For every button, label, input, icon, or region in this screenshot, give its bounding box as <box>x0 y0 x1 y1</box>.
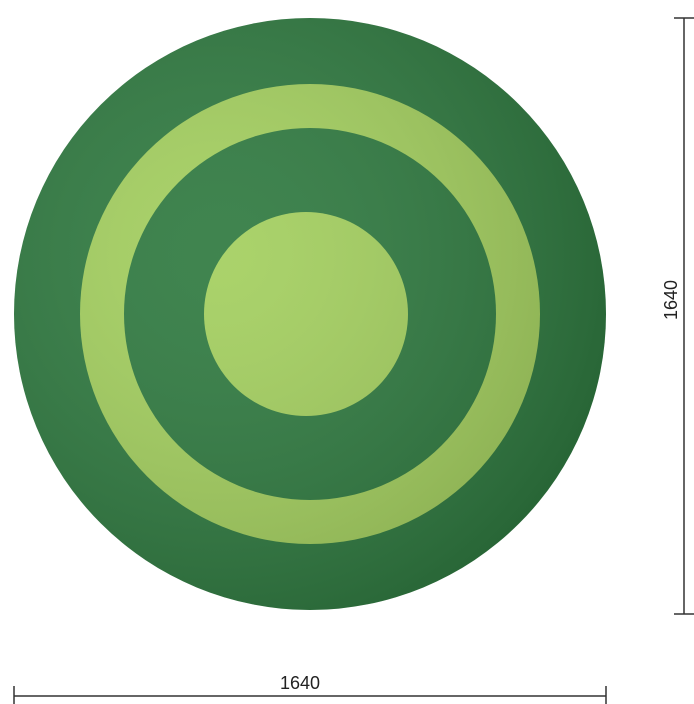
height-dimension <box>674 17 694 615</box>
width-dimension <box>13 686 607 704</box>
shading <box>14 18 606 610</box>
width-label: 1640 <box>280 673 320 693</box>
height-label: 1640 <box>661 280 681 320</box>
